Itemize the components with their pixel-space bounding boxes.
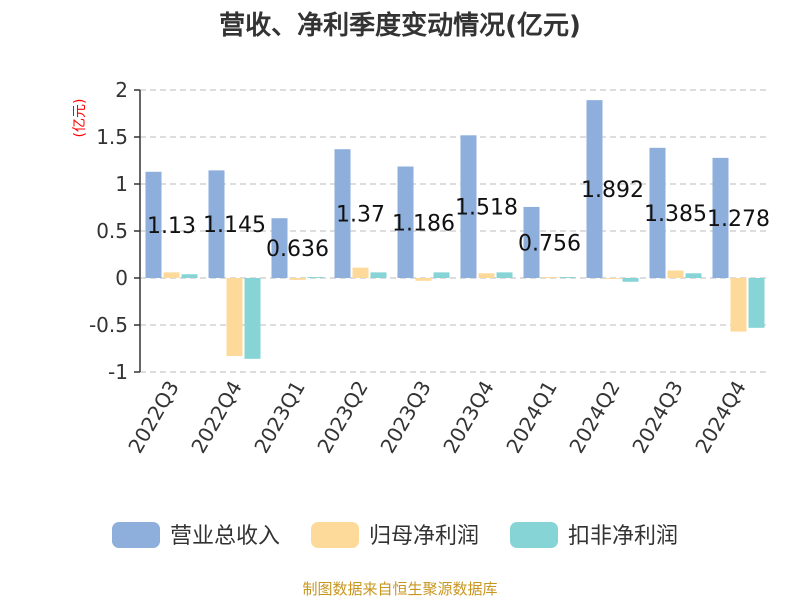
x-tick-label: 2024Q2 [564,377,624,458]
y-tick-label: 2 [115,78,128,102]
bar-series0-2023Q2 [334,149,351,278]
bar-series2-2023Q4 [496,272,513,278]
legend: 营业总收入 归母净利润 扣非净利润 [112,522,678,549]
legend-swatch [510,522,558,548]
data-label: 1.37 [336,203,385,228]
bar-series1-2023Q1 [289,278,306,280]
x-tick-label: 2023Q2 [312,377,372,458]
data-label: 1.186 [392,211,455,236]
bar-series1-2022Q4 [226,278,243,357]
bar-series2-2024Q3 [685,273,702,278]
bars [145,100,765,359]
x-tick-label: 2024Q3 [627,377,687,458]
source-note: 制图数据来自恒生聚源数据库 [302,580,497,598]
data-label: 1.892 [581,178,644,203]
data-label: 1.518 [455,196,518,221]
legend-label: 营业总收入 [170,524,280,549]
bar-series1-2023Q2 [352,267,369,278]
data-label: 1.145 [203,213,266,238]
bar-series1-2024Q3 [667,270,684,278]
y-tick-label: -1 [108,360,128,384]
legend-swatch [311,522,359,548]
x-tick-label: 2022Q4 [186,377,246,458]
y-tick-label: 0.5 [96,219,128,243]
legend-swatch [112,522,160,548]
x-tick-label: 2023Q3 [375,377,435,458]
bar-series1-2023Q3 [415,278,432,281]
data-label: 0.636 [266,237,329,262]
bar-series0-2024Q2 [586,100,603,278]
y-axis-unit: (亿元) [72,99,88,138]
bar-series0-2024Q4 [712,157,729,278]
legend-label: 扣非净利润 [568,524,678,549]
x-axis-ticks: 2022Q3 2022Q4 2023Q1 2023Q2 2023Q3 2023Q4 2024… [123,377,750,458]
chart-title: 营收、净利季度变动情况(亿元) [219,10,581,41]
bar-series1-2022Q3 [163,272,180,278]
bar-series0-2024Q3 [649,147,666,278]
bar-series1-2023Q4 [478,273,495,278]
bar-series0-2024Q1 [523,206,540,278]
bar-series2-2022Q3 [181,274,198,278]
y-axis-ticks: 2 1.5 1 0.5 0 -0.5 -1 [89,78,140,384]
bar-series2-2023Q3 [433,272,450,278]
bar-series2-2022Q4 [244,278,261,359]
y-tick-label: 0 [115,266,128,290]
bar-series2-2024Q1 [559,277,576,278]
bar-series1-2024Q1 [541,277,558,278]
bar-series0-2022Q3 [145,171,162,278]
data-label: 1.385 [644,202,707,227]
legend-label: 归母净利润 [369,524,479,549]
x-tick-label: 2023Q4 [438,377,498,458]
bar-series2-2024Q4 [748,278,765,328]
bar-series1-2024Q4 [730,278,747,332]
bar-series1-2024Q2 [604,278,621,279]
bar-series0-2023Q1 [271,218,288,278]
data-label: 0.756 [518,231,581,256]
x-tick-label: 2024Q4 [690,377,750,458]
x-tick-label: 2023Q1 [249,377,309,458]
bar-series0-2023Q3 [397,166,414,278]
y-tick-label: 1 [115,172,128,196]
x-tick-label: 2024Q1 [501,377,561,458]
bar-series0-2023Q4 [460,135,477,278]
data-label: 1.13 [147,214,196,239]
x-tick-label: 2022Q3 [123,377,183,458]
bar-series2-2023Q1 [307,277,324,278]
bar-series2-2024Q2 [622,278,639,282]
data-label: 1.278 [707,207,770,232]
bar-series2-2023Q2 [370,272,387,278]
bar-series0-2022Q4 [208,170,225,278]
y-tick-label: -0.5 [89,313,128,337]
y-tick-label: 1.5 [96,125,128,149]
